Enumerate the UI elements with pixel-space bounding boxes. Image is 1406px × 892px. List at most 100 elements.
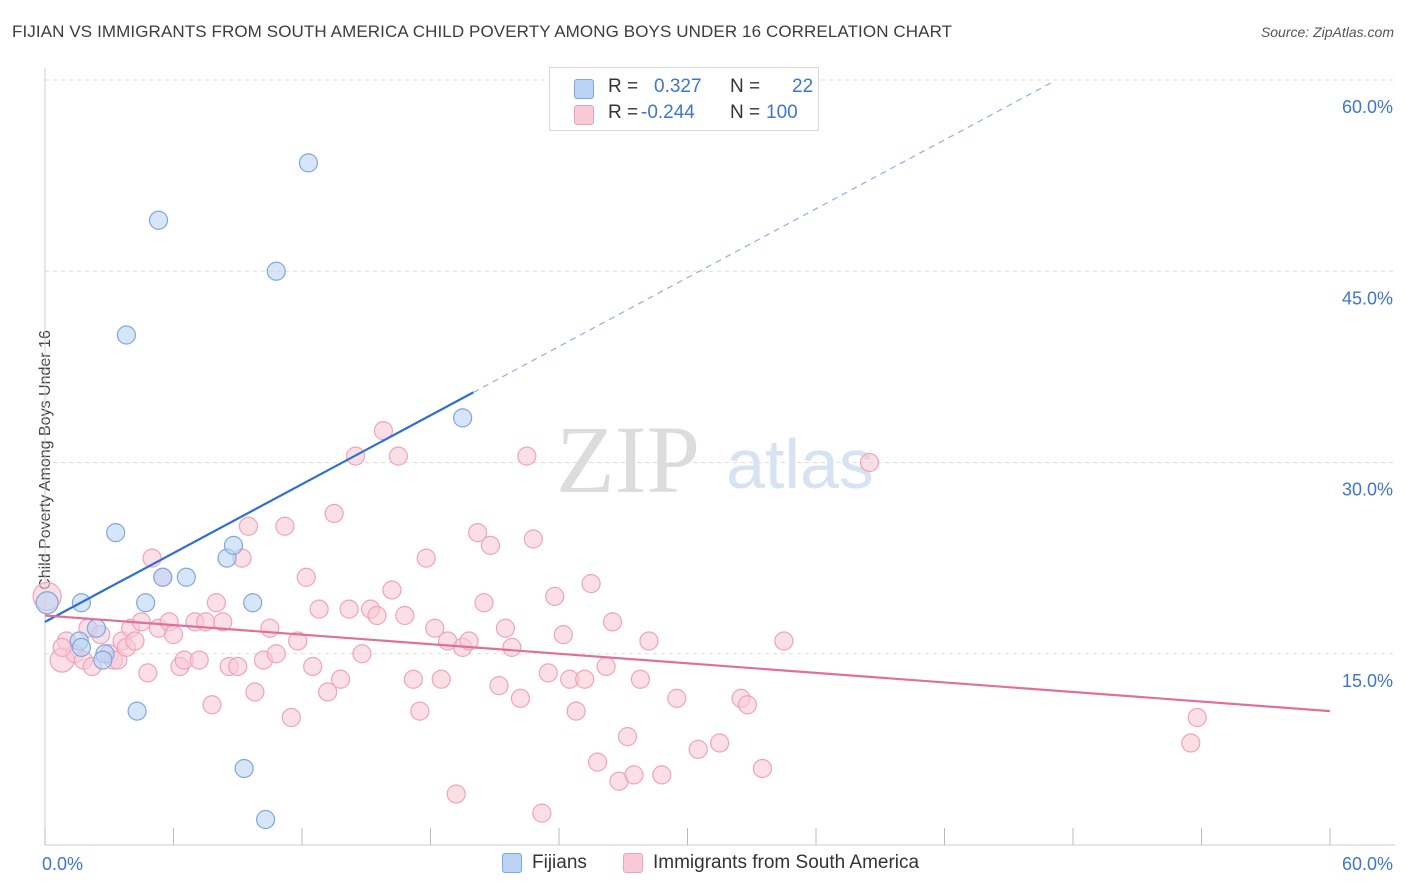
immigrants-point <box>774 631 794 651</box>
immigrants-point <box>213 612 233 632</box>
fijians-trend-line <box>44 391 474 623</box>
immigrants-point <box>138 663 158 683</box>
fijians-point <box>298 153 319 173</box>
immigrants-point <box>288 631 308 651</box>
immigrants-point <box>245 682 265 702</box>
immigrants-point <box>275 516 295 536</box>
tick-label-layer: 15.0% 30.0% 45.0% 60.0% 0.0% 60.0% <box>42 97 1393 874</box>
fijians-swatch <box>574 79 594 99</box>
immigrants-point <box>388 446 408 466</box>
legend-n-label: N = <box>730 102 761 123</box>
immigrants-point <box>260 618 280 638</box>
immigrants-trend-line <box>44 614 1331 713</box>
immigrants-point <box>202 695 222 715</box>
immigrants-point <box>538 663 558 683</box>
immigrants-point <box>459 631 479 651</box>
fijians-point <box>453 408 473 428</box>
fijians-point <box>266 261 286 281</box>
immigrants-point <box>566 701 586 721</box>
immigrants-point <box>125 631 145 651</box>
immigrants-point <box>281 707 301 728</box>
legend-r-label: R = <box>608 76 639 97</box>
watermark-atlas: atlas <box>726 425 874 503</box>
fijians-point <box>106 523 126 543</box>
bottom-legend-immigrants: Immigrants from South America <box>623 850 953 876</box>
immigrants-point <box>474 593 494 613</box>
immigrants-point <box>206 593 226 613</box>
fijians-point <box>223 535 244 555</box>
immigrants-point <box>667 688 687 708</box>
y-tick-label: 60.0% <box>1342 97 1393 117</box>
immigrants-point <box>652 765 672 785</box>
immigrants-point <box>238 516 259 536</box>
fijians-point <box>255 809 276 830</box>
immigrants-point <box>639 631 659 651</box>
legend-n-value: 100 <box>766 102 798 123</box>
source-label: Source: ZipAtlas.com <box>1260 24 1394 40</box>
immigrants-point <box>425 618 445 638</box>
immigrants-point <box>446 784 466 804</box>
grid-layer <box>45 79 1395 655</box>
fijians-point <box>86 618 107 638</box>
immigrants-point <box>581 574 601 594</box>
watermark-zip: ZIP <box>556 406 700 513</box>
immigrants-point <box>1187 707 1207 728</box>
immigrants-point <box>1181 733 1201 753</box>
immigrants-point <box>489 676 509 696</box>
immigrants-point <box>596 656 616 677</box>
fijians-point <box>176 567 196 587</box>
immigrants-point <box>403 669 423 689</box>
trend-layer <box>44 82 1331 713</box>
legend-r-value: -0.244 <box>641 102 695 123</box>
immigrants-point <box>495 618 516 638</box>
immigrants-point <box>352 644 372 664</box>
immigrants-point <box>517 446 537 466</box>
fijians-point <box>136 593 156 613</box>
x-tick-label: 60.0% <box>1342 854 1393 874</box>
immigrants-point <box>318 682 338 702</box>
fijians-point <box>93 650 113 670</box>
immigrants-point <box>480 535 501 555</box>
immigrants-point <box>330 669 351 689</box>
immigrants-point <box>431 669 451 689</box>
immigrants-point <box>630 669 650 689</box>
y-tick-label: 45.0% <box>1342 288 1393 308</box>
immigrants-point <box>395 605 415 626</box>
legend-r-value: 0.327 <box>654 76 702 97</box>
correlation-legend: R = 0.327 N = 22 R = -0.244 N = 100 <box>549 67 819 131</box>
immigrants-point <box>859 452 880 473</box>
fijians-point <box>71 637 92 657</box>
immigrants-point <box>602 612 623 632</box>
immigrants-point <box>553 625 573 645</box>
fijians-point <box>234 758 254 779</box>
immigrants-point <box>266 644 286 664</box>
y-tick-label: 15.0% <box>1342 671 1393 691</box>
immigrants-point <box>502 637 522 657</box>
immigrants-point <box>737 695 758 715</box>
immigrants-point <box>617 727 638 747</box>
legend-r-label: R = <box>608 102 639 123</box>
legend-row-fijians: R = 0.327 N = 22 <box>564 76 813 100</box>
immigrants-point <box>575 669 595 689</box>
immigrants-legend-label: Immigrants from South America <box>653 852 920 873</box>
chart-title: FIJIAN VS IMMIGRANTS FROM SOUTH AMERICA … <box>12 22 953 41</box>
immigrants-point <box>752 758 773 779</box>
immigrants-point <box>296 567 316 587</box>
immigrants-point <box>510 688 531 708</box>
fijians-point <box>116 325 136 345</box>
immigrants-point <box>624 765 644 785</box>
immigrants-swatch <box>574 105 594 125</box>
x-tick-label: 0.0% <box>42 854 83 874</box>
immigrants-point <box>189 650 209 670</box>
immigrants-legend-swatch <box>623 853 643 873</box>
immigrants-point <box>367 605 387 626</box>
immigrants-point <box>324 503 344 524</box>
legend-row-immigrants: R = -0.244 N = 100 <box>564 102 804 126</box>
immigrants-point <box>523 529 543 549</box>
immigrants-point <box>545 586 565 606</box>
legend-n-value: 22 <box>792 76 814 97</box>
immigrants-point <box>309 599 329 619</box>
immigrants-point <box>587 752 608 772</box>
fijians-point <box>127 701 147 721</box>
